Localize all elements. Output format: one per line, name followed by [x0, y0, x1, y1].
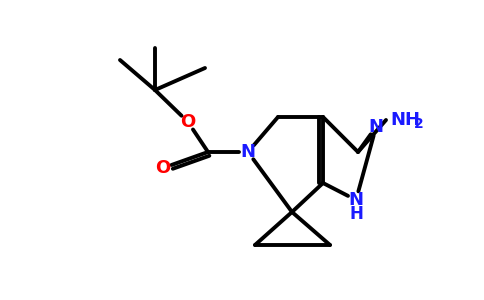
- Text: NH: NH: [390, 111, 420, 129]
- Text: N: N: [241, 143, 256, 161]
- Text: 2: 2: [414, 117, 424, 131]
- Text: H: H: [349, 205, 363, 223]
- Text: N: N: [348, 191, 363, 209]
- Text: O: O: [155, 159, 171, 177]
- Text: N: N: [368, 118, 383, 136]
- Text: O: O: [181, 113, 196, 131]
